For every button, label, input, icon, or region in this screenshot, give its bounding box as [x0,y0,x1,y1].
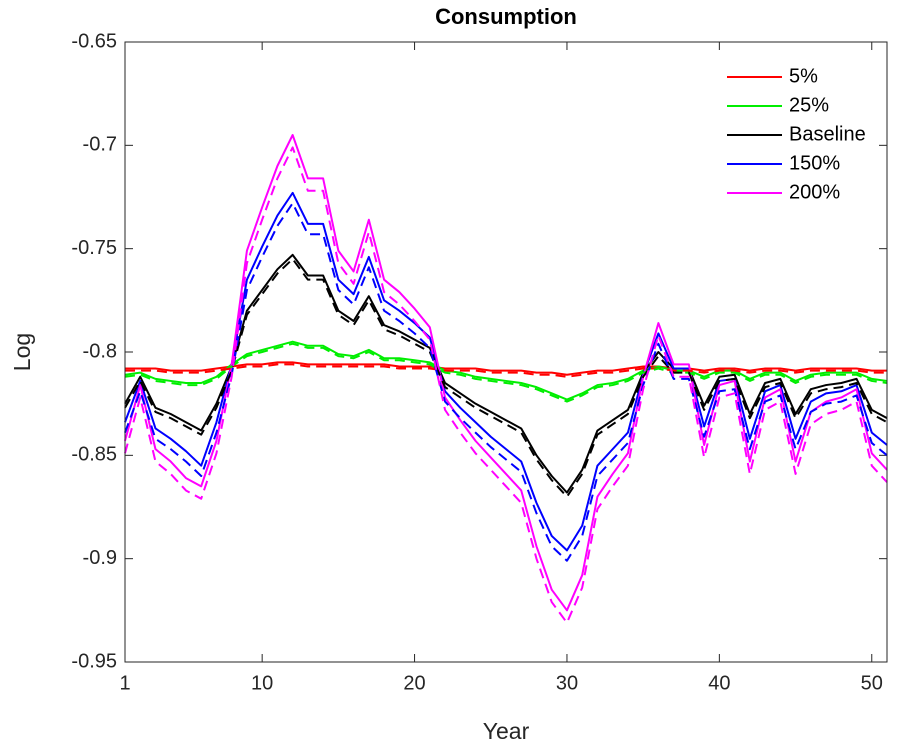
x-axis-label: Year [483,718,530,744]
x-tick-label: 40 [708,672,730,694]
line-series [124,258,888,498]
legend-label: 200% [789,181,840,203]
y-tick-label: -0.75 [71,237,117,259]
y-tick-label: -0.8 [83,340,117,362]
line-series [124,340,888,401]
chart-title: Consumption [435,4,577,29]
line-series [124,191,888,552]
y-tick-label: -0.95 [71,650,117,672]
x-tick-label: 50 [861,672,883,694]
x-tick-label: 20 [403,672,425,694]
line-series [124,202,888,562]
x-tick-label: 1 [119,672,130,694]
axes-box [124,41,888,663]
legend-label: Baseline [789,123,866,145]
legend-label: 25% [789,94,829,116]
line-series [124,342,888,403]
legend-label: 5% [789,65,818,87]
x-tick-label: 30 [556,672,578,694]
line-series [124,253,888,494]
y-tick-label: -0.7 [83,134,117,156]
y-tick-label: -0.65 [71,30,117,52]
line-series [125,361,887,376]
legend-label: 150% [789,152,840,174]
x-tick-label: 10 [251,672,273,694]
line-series [124,146,888,624]
y-tick-label: -0.85 [71,444,117,466]
y-axis-label: Log [9,333,35,371]
y-tick-label: -0.9 [83,547,117,569]
